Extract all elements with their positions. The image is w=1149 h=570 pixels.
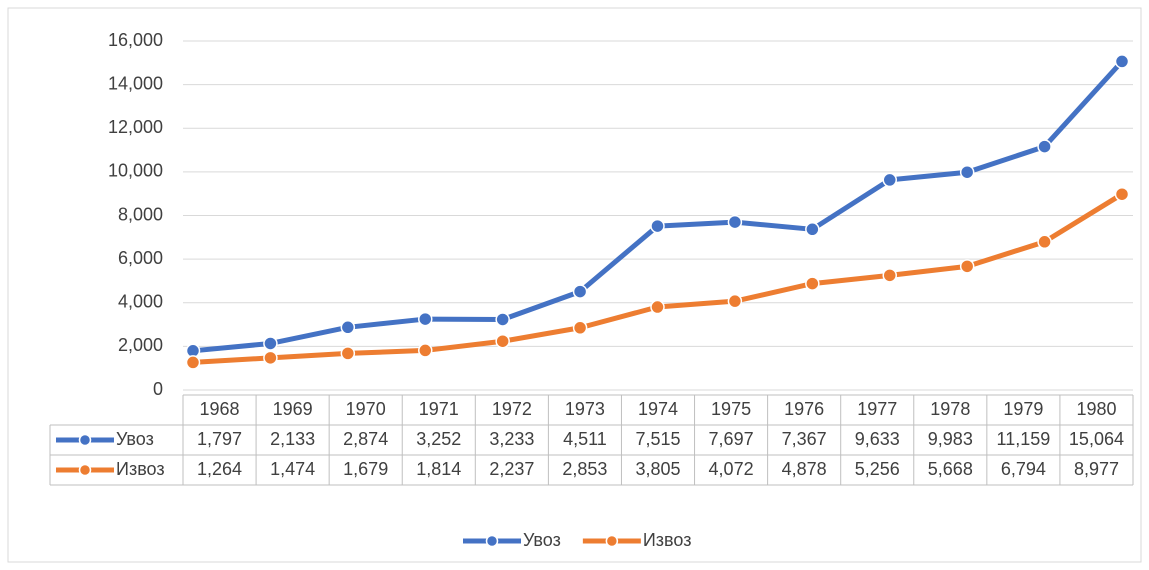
table-cell: 2,874 [343,429,388,449]
table-cell: 7,515 [635,429,680,449]
data-point [650,218,665,234]
legend-label: Извоз [643,530,692,550]
data-point [263,336,278,351]
legend-key-marker [605,534,619,548]
data-point [495,312,510,327]
x-tick-label: 1978 [930,399,970,419]
x-tick-label: 1976 [784,399,824,419]
table-cell: 6,794 [1001,459,1046,479]
table-cell: 4,511 [563,429,607,449]
x-tick-label: 1972 [492,399,532,419]
table-cell: 5,256 [855,459,900,479]
legend-key-marker [78,433,92,447]
y-tick-label: 4,000 [118,292,163,312]
table-cell: 2,853 [562,459,607,479]
data-point [1114,186,1130,202]
data-point [805,222,820,237]
table-cell: 1,264 [197,459,242,479]
data-point [340,346,356,361]
table-cell: 3,252 [416,429,461,449]
data-point [959,259,975,274]
y-tick-label: 8,000 [118,204,163,224]
x-tick-label: 1974 [638,399,678,419]
table-cell: 1,814 [416,459,461,479]
table-cell: 7,697 [709,429,754,449]
table-cell: 7,367 [782,429,827,449]
x-tick-label: 1973 [565,399,605,419]
table-cell: 5,668 [928,459,973,479]
y-tick-label: 12,000 [108,117,163,137]
data-point [185,355,201,370]
data-point [1037,139,1052,154]
table-cell: 9,633 [855,429,900,449]
x-tick-label: 1977 [857,399,897,419]
x-tick-label: 1975 [711,399,751,419]
table-cell: 1,679 [343,459,388,479]
data-point [650,299,665,315]
x-tick-label: 1980 [1076,399,1116,419]
data-point [263,350,278,366]
table-series-name: Увоз [116,429,154,449]
x-tick-label: 1971 [419,399,459,419]
data-point [418,343,433,358]
y-tick-label: 10,000 [108,161,163,181]
table-cell: 15,064 [1069,429,1124,449]
table-cell: 2,133 [270,429,315,449]
data-point [495,333,510,349]
table-cell: 4,072 [709,459,754,479]
table-cell: 9,983 [928,429,973,449]
x-tick-label: 1969 [273,399,313,419]
table-cell: 1,474 [270,459,315,479]
x-tick-label: 1970 [346,399,386,419]
table-cell: 1,797 [197,429,242,449]
data-point [1114,54,1130,69]
chart-border [7,7,1142,563]
data-point [882,172,897,188]
table-cell: 4,878 [782,459,827,479]
data-point [340,320,356,335]
y-tick-label: 16,000 [108,30,163,50]
legend-key-marker [78,463,92,477]
data-point [1037,234,1052,250]
y-tick-label: 0 [153,379,163,399]
table-series-name: Извоз [116,459,165,479]
data-point [727,214,743,230]
legend-label: Увоз [523,530,561,550]
data-point [572,320,588,336]
table-cell: 3,233 [489,429,534,449]
x-tick-label: 1979 [1003,399,1043,419]
table-cell: 11,159 [997,429,1051,449]
table-cell: 8,977 [1074,459,1119,479]
data-point [805,276,820,291]
data-point [572,284,588,299]
data-point [418,311,433,327]
y-tick-label: 14,000 [108,73,163,93]
data-point [727,293,743,309]
legend-key-marker [485,534,499,548]
y-tick-label: 6,000 [118,248,163,268]
x-tick-label: 1968 [200,399,240,419]
data-point [959,164,975,180]
data-point [882,268,897,283]
y-tick-label: 2,000 [118,335,163,355]
table-cell: 2,237 [489,459,534,479]
table-cell: 3,805 [635,459,680,479]
